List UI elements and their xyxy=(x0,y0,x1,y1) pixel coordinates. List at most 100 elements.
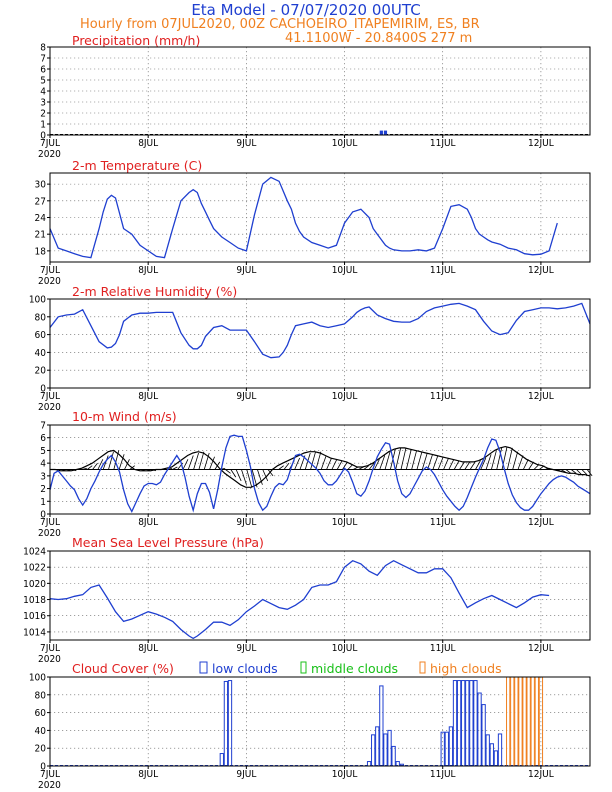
wind-barb xyxy=(581,469,588,475)
wind-barb xyxy=(246,469,253,488)
precip-bar xyxy=(379,130,383,135)
wind-barb xyxy=(262,469,269,482)
precipitation-title: Precipitation (mm/h) xyxy=(72,33,200,48)
y-tick-label: 5 xyxy=(40,76,46,87)
wind-barb xyxy=(283,462,290,470)
x-tick-label: 7JUL xyxy=(40,643,60,654)
y-tick-label: 1014 xyxy=(23,627,46,638)
wind-barb xyxy=(437,456,444,470)
wind-barb xyxy=(480,457,487,470)
year-label: 2020 xyxy=(38,276,61,287)
x-tick-label: 12JUL xyxy=(528,265,554,276)
wind-barb xyxy=(427,454,433,470)
y-tick-label: 7 xyxy=(40,421,46,432)
wind-barb xyxy=(209,456,215,470)
low-clouds-legend-label: low clouds xyxy=(212,661,278,676)
wind-barb xyxy=(193,452,199,470)
low-cloud-bar xyxy=(477,692,482,767)
wind-barb xyxy=(315,451,322,470)
x-tick-label: 9JUL xyxy=(236,265,256,276)
low-cloud-bar xyxy=(366,761,372,767)
y-tick-label: 1018 xyxy=(23,595,46,606)
low-cloud-bar xyxy=(379,685,384,767)
y-tick-label: 6 xyxy=(40,433,46,444)
year-label: 2020 xyxy=(38,780,61,791)
temperature-panel: 2-m Temperature (C) 18 21 24 27 30 7JUL 8JUL 9J… xyxy=(35,158,591,287)
y-tick-label: 4 xyxy=(40,87,46,98)
low-cloud-bar xyxy=(497,733,503,767)
y-tick-label: 18 xyxy=(35,246,47,257)
series-line xyxy=(49,434,591,513)
x-tick-label: 7JUL xyxy=(40,769,60,780)
low-cloud-bar xyxy=(448,726,454,767)
series-line xyxy=(49,176,558,259)
temperature-title: 2-m Temperature (C) xyxy=(72,158,202,173)
year-label: 2020 xyxy=(38,149,61,160)
x-tick-label: 11JUL xyxy=(430,391,456,402)
low-cloud-bar xyxy=(489,743,494,767)
wind-barb xyxy=(203,452,210,470)
series-line xyxy=(49,302,591,359)
wind-barb xyxy=(443,457,449,470)
figure-subtitle: Hourly from 07JUL2020, 00Z CACHOEIRO_ITA… xyxy=(80,17,480,32)
low-cloud-bar xyxy=(473,680,478,767)
low-cloud-bar xyxy=(461,680,466,767)
x-tick-label: 10JUL xyxy=(332,138,358,149)
wind-barb xyxy=(86,465,93,470)
wind-barb xyxy=(235,469,242,482)
humidity-title: 2-m Relative Humidity (%) xyxy=(72,284,237,299)
wind-barb xyxy=(453,460,460,470)
low-cloud-bar xyxy=(227,680,233,767)
x-tick-label: 10JUL xyxy=(332,391,358,402)
x-tick-label: 9JUL xyxy=(236,391,256,402)
x-tick-label: 12JUL xyxy=(528,391,554,402)
series-line xyxy=(49,559,550,640)
wind-barb xyxy=(182,459,189,470)
wind-barb xyxy=(565,469,572,474)
y-tick-label: 1020 xyxy=(23,579,46,590)
wind-barb xyxy=(225,469,231,474)
wind-barb xyxy=(347,464,354,470)
wind-barb xyxy=(368,462,375,470)
wind-barb xyxy=(576,469,582,475)
y-tick-label: 1024 xyxy=(23,547,46,558)
x-tick-label: 8JUL xyxy=(138,138,158,149)
y-tick-label: 100 xyxy=(29,295,46,306)
low-cloud-bar xyxy=(387,729,392,767)
x-tick-label: 10JUL xyxy=(332,517,358,528)
y-tick-label: 5 xyxy=(40,446,46,457)
y-tick-label: 20 xyxy=(35,366,47,377)
low-cloud-bar xyxy=(456,680,462,767)
wind-barb xyxy=(97,459,104,470)
y-tick-label: 60 xyxy=(35,330,47,341)
high-cloud-bar xyxy=(530,676,535,767)
wind-barb xyxy=(124,459,130,470)
wind-barb xyxy=(118,454,125,470)
y-tick-label: 40 xyxy=(35,726,47,737)
wind-barb xyxy=(400,447,407,470)
y-tick-label: 8 xyxy=(40,43,46,54)
low-cloud-bar xyxy=(371,734,376,767)
x-tick-label: 12JUL xyxy=(528,643,554,654)
wind-barb xyxy=(384,451,391,470)
x-tick-label: 9JUL xyxy=(236,517,256,528)
high-cloud-bar xyxy=(526,676,531,767)
wind-barb xyxy=(517,455,524,470)
wind-barb xyxy=(405,449,412,470)
x-tick-label: 11JUL xyxy=(430,769,456,780)
wind-barb xyxy=(459,461,465,470)
wind-barb xyxy=(528,461,534,470)
low-cloud-bar xyxy=(493,750,499,767)
wind-barb xyxy=(464,461,471,470)
x-tick-label: 7JUL xyxy=(40,517,60,528)
y-tick-label: 27 xyxy=(35,196,46,207)
humidity-panel: 2-m Relative Humidity (%) 0 20 40 60 80 100 7J… xyxy=(29,284,591,413)
pressure-panel: Mean Sea Level Pressure (hPa) 1014 1016 10… xyxy=(23,535,591,665)
low-cloud-bar xyxy=(444,731,449,767)
panel-frame xyxy=(49,298,591,389)
y-tick-label: 7 xyxy=(40,54,46,65)
wind-barb xyxy=(198,451,205,470)
y-tick-label: 4 xyxy=(40,459,46,470)
year-label: 2020 xyxy=(38,402,61,413)
x-tick-label: 8JUL xyxy=(138,643,158,654)
